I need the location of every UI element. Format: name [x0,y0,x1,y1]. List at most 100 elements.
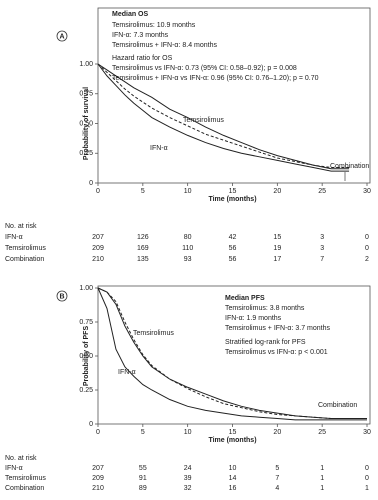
x-tick-label: 5 [141,188,145,195]
y-axis-label: Probability of PFS [83,326,90,387]
risk-value: 56 [229,256,237,263]
panel-label: B [59,293,64,300]
x-tick-label: 25 [318,429,326,436]
x-tick-label: 20 [273,429,281,436]
risk-value: 17 [273,256,281,263]
annotation: Median OS [112,11,149,18]
annotation: Temsirolimus vs IFN-α: 0.73 (95% CI: 0.5… [112,65,297,72]
risk-title: No. at risk [5,455,37,462]
risk-value: 1 [320,475,324,482]
risk-value: 89 [139,485,147,492]
survival-curve [97,63,350,172]
survival-curve [97,63,350,170]
risk-value: 209 [92,245,104,252]
y-tick-label: 0 [89,180,93,187]
x-tick-label: 5 [141,429,145,436]
risk-value: 209 [92,475,104,482]
x-tick-label: 30 [363,188,371,195]
y-tick-label: 0.25 [79,150,93,157]
risk-value: 15 [273,234,281,241]
annotation: Stratified log-rank for PFS [225,339,306,346]
risk-row-label: Combination [5,256,44,263]
risk-value: 42 [229,234,237,241]
x-tick-label: 0 [96,429,100,436]
y-tick-label: 1.00 [79,285,93,292]
curve-label: IFN-α [118,369,136,376]
risk-row-label: IFN-α [5,465,23,472]
x-tick-label: 10 [184,188,192,195]
risk-value: 10 [229,465,237,472]
risk-value: 0 [365,245,369,252]
x-tick-label: 25 [318,188,326,195]
risk-value: 210 [92,485,104,492]
risk-value: 207 [92,234,104,241]
x-tick-label: 15 [229,188,237,195]
annotation: Temsirolimus vs IFN-α: p < 0.001 [225,349,328,356]
x-tick-label: 20 [273,188,281,195]
annotation: IFN-α: 7.3 months [112,32,169,39]
risk-value: 5 [275,465,279,472]
risk-value: 7 [275,475,279,482]
x-tick-label: 0 [96,188,100,195]
annotation: Hazard ratio for OS [112,55,173,62]
risk-value: 1 [365,485,369,492]
survival-curve [97,63,350,169]
x-axis-label: Time (months) [208,196,256,203]
panel-badge [56,30,68,42]
annotation: Temsirolimus + IFN-α vs IFN-α: 0.96 (95%… [112,75,319,82]
y-axis-label: Probability of survival [83,87,90,160]
risk-value: 110 [182,245,193,252]
annotation: Temsirolimus + IFN-α: 3.7 months [225,325,330,332]
risk-value: 80 [184,234,192,241]
risk-value: 56 [229,245,237,252]
panel-badge [56,290,68,302]
risk-value: 0 [365,465,369,472]
risk-row-label: Temsirolimus [5,245,46,252]
y-tick-label: 0 [89,421,93,428]
curve-label: IFN-α [150,145,168,152]
annotation: Temsirolimus: 10.9 months [112,22,196,29]
survival-curve [97,287,367,420]
panel-label: A [59,33,64,40]
risk-value: 169 [137,245,149,252]
plot-frame [97,285,371,425]
y-tick-label: 0.50 [79,120,93,127]
x-tick-label: 15 [229,429,237,436]
annotation: Temsirolimus + IFN-α: 8.4 months [112,42,217,49]
risk-value: 32 [184,485,192,492]
risk-value: 91 [139,475,147,482]
survival-curve [97,287,367,420]
risk-value: 24 [184,465,192,472]
risk-value: 1 [320,485,324,492]
curve-label: Combination [318,402,357,409]
risk-value: 126 [137,234,149,241]
risk-value: 19 [273,245,281,252]
y-tick-label: 1.00 [79,61,93,68]
risk-value: 3 [320,234,324,241]
annotation: IFN-α: 1.9 months [225,315,282,322]
risk-value: 16 [229,485,237,492]
risk-row-label: Temsirolimus [5,475,46,482]
curve-label: Temsirolimus [133,330,174,337]
risk-value: 1 [320,465,324,472]
curve-label: Temsirolimus [183,117,224,124]
risk-title: No. at risk [5,223,37,230]
y-tick-label: 0.75 [79,91,93,98]
risk-value: 55 [139,465,147,472]
x-tick-label: 30 [363,429,371,436]
x-axis-label: Time (months) [208,437,256,444]
y-tick-label: 0.25 [79,387,93,394]
risk-row-label: IFN-α [5,234,23,241]
risk-value: 207 [92,465,104,472]
y-tick-label: 0.75 [79,319,93,326]
risk-value: 210 [92,256,104,263]
risk-value: 4 [275,485,279,492]
risk-value: 7 [320,256,324,263]
risk-value: 39 [184,475,192,482]
risk-value: 0 [365,234,369,241]
annotation: Median PFS [225,295,265,302]
y-tick-label: 0.50 [79,353,93,360]
risk-value: 2 [365,256,369,263]
plot-frame [97,7,371,184]
